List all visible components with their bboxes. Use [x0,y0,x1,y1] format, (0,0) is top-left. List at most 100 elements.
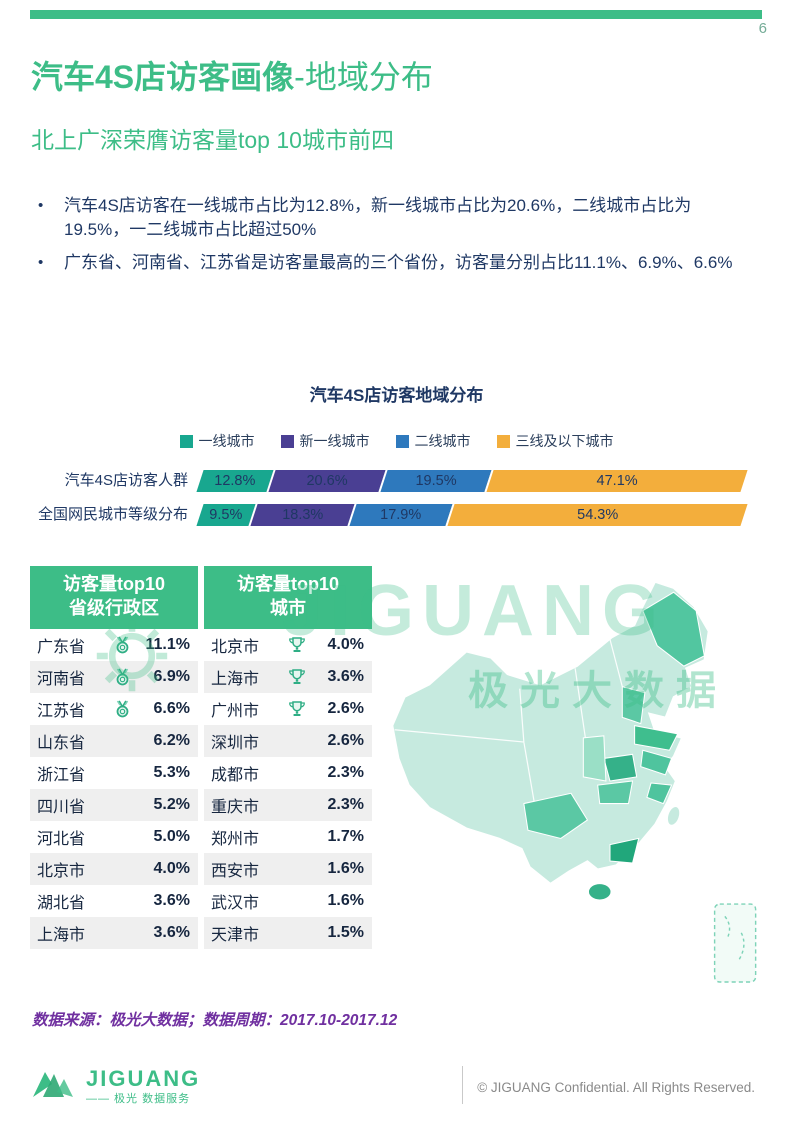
legend-item: 一线城市 [179,431,255,451]
row-value: 5.0% [153,827,190,845]
cities-table-body: 北京市 4.0% 上海市 3.6% 广州市 2.6% 深圳市 2.6% 成都市 2.3% 重庆市 2.… [204,628,372,949]
bar-segment-value: 19.5% [415,473,457,489]
row-name: 天津市 [211,926,260,944]
top-accent-bar [30,10,762,19]
row-value: 5.3% [153,763,190,781]
row-name: 上海市 [37,926,86,944]
summary-bullets: 汽车4S店访客在一线城市占比为12.8%，新一线城市占比为20.6%，二线城市占… [34,194,750,284]
row-value: 2.6% [327,699,364,717]
provinces-table-body: 广东省 11.1% 河南省 6.9% 江苏省 6.6% 山东省 6.2% 浙江省 5.3% 四川省 5… [30,628,198,949]
row-value: 2.3% [327,763,364,781]
table-row: 浙江省 5.3% [30,756,198,789]
bar-segment: 19.5% [378,470,492,492]
row-value: 5.2% [153,795,190,813]
bar-segment-value: 20.6% [306,473,348,489]
table-row: 河北省 5.0% [30,820,198,853]
bar-segment: 47.1% [484,470,748,492]
bar-row-label: 全国网民城市等级分布 [37,506,188,523]
table-row: 武汉市 1.6% [204,884,372,917]
table-row: 西安市 1.6% [204,852,372,885]
logo-tagline: —— 极光 数据服务 [86,1092,191,1105]
table-row: 上海市 3.6% [30,916,198,949]
row-name: 重庆市 [211,798,260,816]
legend-item: 二线城市 [395,431,471,451]
bar-segment-value: 12.8% [214,473,256,489]
row-name: 成都市 [211,766,260,784]
bar-row-label: 汽车4S店访客人群 [64,472,188,489]
legend-label: 一线城市 [198,433,255,449]
trophy-icon [285,636,308,653]
bar-segment-value: 17.9% [380,507,422,523]
page-subtitle: 北上广深荣膺访客量top 10城市前四 [31,127,394,153]
stacked-bar: 9.5% 18.3% 17.9% 54.3% [196,504,748,526]
legend-item: 三线及以下城市 [496,431,614,451]
legend-swatch [179,434,193,448]
table-row: 湖北省 3.6% [30,884,198,917]
legend-swatch [280,434,294,448]
row-name: 深圳市 [211,734,260,752]
south-china-sea-inset [713,903,757,983]
legend-label: 二线城市 [414,433,471,449]
chart-title: 汽车4S店访客地域分布 [309,386,484,405]
table-row: 成都市 2.3% [204,756,372,789]
hainan-island [587,883,612,901]
table-header-line2: 省级行政区 [69,598,159,619]
row-value: 6.9% [153,667,190,685]
page-title-suffix: -地域分布 [294,59,433,95]
bar-segment: 17.9% [347,504,453,526]
jiguang-logo-mark-icon [30,1064,76,1107]
row-value: 6.2% [153,731,190,749]
table-row: 山东省 6.2% [30,724,198,757]
province-table-header: 访客量top10 省级行政区 [30,566,198,629]
row-name: 江苏省 [37,702,86,720]
row-name: 广东省 [37,638,86,656]
medal-icon [111,636,134,654]
legend-item: 新一线城市 [280,431,370,451]
row-name: 上海市 [211,670,260,688]
row-name: 郑州市 [211,830,260,848]
row-name: 浙江省 [37,766,86,784]
table-row: 广东省 11.1% [30,628,198,661]
table-row: 上海市 3.6% [204,660,372,693]
province-ranking-table: 访客量top10 省级行政区 广东省 11.1% 河南省 6.9% 江苏省 6.6% 山东省… [30,566,198,949]
china-map-svg [391,581,757,983]
bullet-item: 广东省、河南省、江苏省是访客量最高的三个省份，访客量分别占比11.1%、6.9%… [34,251,750,275]
legend-swatch [395,434,409,448]
bar-segment: 54.3% [445,504,748,526]
row-name: 北京市 [211,638,260,656]
legend-swatch [496,434,510,448]
row-value: 1.7% [327,827,364,845]
bar-segment-value: 18.3% [281,507,323,523]
bar-segment-value: 47.1% [596,473,638,489]
logo-name: JIGUANG [86,1065,201,1091]
row-name: 北京市 [37,862,86,880]
row-name: 湖北省 [37,894,86,912]
bar-chart-rows: 汽车4S店访客人群 12.8% 20.6% 19.5% 47.1% 全国网民城市等级分布 9… [30,470,748,526]
row-name: 武汉市 [211,894,260,912]
city-table-header: 访客量top10 城市 [204,566,372,629]
row-value: 4.0% [153,859,190,877]
chart-legend: 一线城市 新一线城市 二线城市 三线及以下城市 [0,431,793,451]
china-map [370,556,770,1006]
row-value: 1.6% [327,891,364,909]
table-header-line2: 城市 [270,598,306,619]
table-row: 郑州市 1.7% [204,820,372,853]
city-ranking-table: 访客量top10 城市 北京市 4.0% 上海市 3.6% 广州市 2.6% 深圳市 2.6%… [204,566,372,949]
legend-label: 新一线城市 [299,433,370,449]
stacked-bar: 12.8% 20.6% 19.5% 47.1% [196,470,748,492]
bar-chart: 汽车4S店访客人群 12.8% 20.6% 19.5% 47.1% 全国网民城市等级分布 9… [30,470,748,538]
row-name: 河北省 [37,830,86,848]
table-row: 北京市 4.0% [30,852,198,885]
table-header-line1: 访客量top10 [236,574,339,594]
table-header-line1: 访客量top10 [62,574,165,594]
row-value: 3.6% [153,923,190,941]
row-name: 四川省 [37,798,86,816]
copyright-text: © JIGUANG Confidential. All Rights Reser… [477,1080,755,1095]
row-value: 1.5% [327,923,364,941]
row-name: 西安市 [211,862,260,880]
bar-segment: 18.3% [248,504,355,526]
row-value: 4.0% [327,635,364,653]
china-outline [391,581,710,885]
medal-icon [111,668,134,686]
row-name: 广州市 [211,702,260,720]
